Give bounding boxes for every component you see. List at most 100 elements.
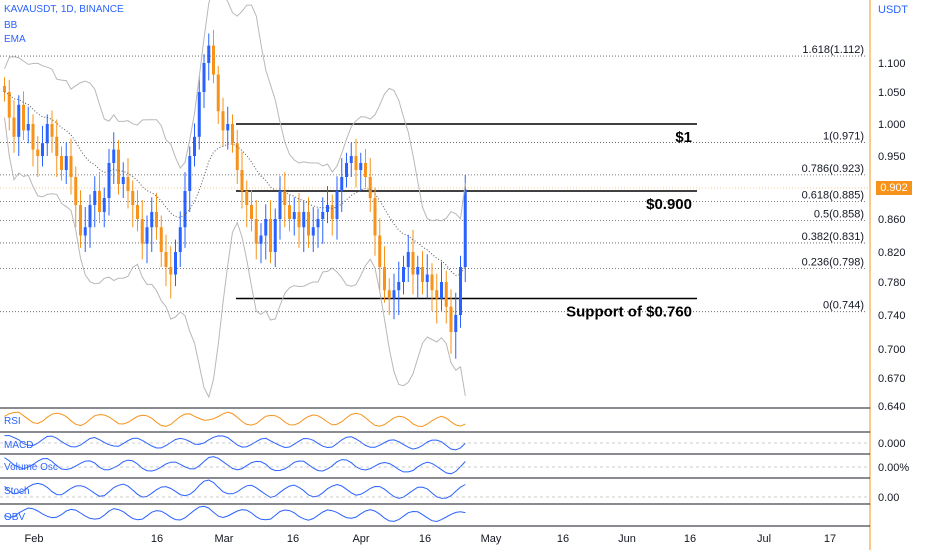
candle-body <box>278 191 282 219</box>
pane-label: Stoch <box>4 486 30 497</box>
candle-body <box>136 205 139 219</box>
candle-body <box>302 212 306 228</box>
candle-body <box>88 205 92 228</box>
candle-body <box>402 267 405 282</box>
y-tick-label: 0.950 <box>878 151 906 163</box>
candle-body <box>121 177 125 184</box>
candle-body <box>354 156 358 170</box>
candle-body <box>392 290 396 299</box>
y-tick-label: 0.640 <box>878 401 906 413</box>
candle-body <box>131 191 135 205</box>
candle-body <box>430 274 434 291</box>
candle-body <box>60 156 63 170</box>
y-tick-label: 1.000 <box>878 119 906 131</box>
candle-body <box>140 219 144 244</box>
x-tick-label: May <box>481 533 502 545</box>
candle-body <box>254 219 258 244</box>
bb-legend: BB <box>4 20 18 31</box>
fib-level-label: 0.5(0.858) <box>814 209 864 221</box>
fib-level-label: 1.618(1.112) <box>802 44 864 56</box>
candle-body <box>102 198 106 212</box>
candle-body <box>340 177 344 191</box>
bollinger-upper <box>4 0 466 222</box>
x-tick-label: Apr <box>352 533 369 545</box>
y-tick-label: 0.780 <box>878 277 906 289</box>
candle-body <box>406 252 410 267</box>
candle-body <box>321 212 325 219</box>
candle-body <box>292 212 296 219</box>
candle-body <box>117 149 120 184</box>
candle-body <box>297 212 301 228</box>
candle-body <box>440 282 443 299</box>
candle-body <box>435 290 439 299</box>
candle-body <box>7 92 11 118</box>
candle-body <box>345 163 348 177</box>
x-tick-label: Jul <box>757 533 771 545</box>
candle-body <box>31 124 35 150</box>
candle-body <box>22 104 25 131</box>
candle-body <box>216 74 220 112</box>
candle-body <box>235 143 239 170</box>
annotation-label: $0.900 <box>646 196 692 213</box>
indicator-line <box>4 411 466 428</box>
candle-body <box>107 163 111 198</box>
candle-body <box>288 205 291 219</box>
candle-body <box>359 163 363 170</box>
candle-body <box>169 267 173 275</box>
fib-level-label: 0(0.744) <box>823 300 864 312</box>
candle-body <box>26 124 30 131</box>
volume-osc-tick: 0.00% <box>878 462 909 474</box>
candle-body <box>378 235 382 267</box>
candle-body <box>159 227 163 252</box>
candle-body <box>202 63 206 92</box>
candle-body <box>454 315 458 332</box>
candle-body <box>245 191 249 205</box>
candle-body <box>240 170 244 191</box>
candle-body <box>307 212 310 236</box>
candle-body <box>349 156 353 163</box>
candle-body <box>150 212 154 228</box>
annotation-label: Support of $0.760 <box>566 304 692 321</box>
candle-body <box>98 191 101 212</box>
candle-body <box>231 124 234 144</box>
ema-line <box>4 91 466 276</box>
stoch-tick: 0.00 <box>878 492 899 504</box>
y-tick-label: 0.740 <box>878 310 906 322</box>
currency-label: USDT <box>878 4 908 16</box>
candle-body <box>368 177 372 198</box>
candle-body <box>12 117 16 137</box>
pane-label: Volume Osc <box>4 462 58 473</box>
candle-body <box>387 290 391 299</box>
x-tick-label: 16 <box>557 533 569 545</box>
candle-body <box>416 267 420 275</box>
candle-body <box>273 219 277 252</box>
candle-body <box>330 205 334 219</box>
fib-level-label: 0.382(0.831) <box>802 231 864 243</box>
candle-body <box>207 45 211 63</box>
candle-body <box>383 267 386 291</box>
pane-label: OBV <box>4 512 25 523</box>
x-tick-label: Mar <box>215 533 234 545</box>
y-tick-label: 0.820 <box>878 247 906 259</box>
y-tick-label: 0.670 <box>878 373 906 385</box>
pane-label: MACD <box>4 440 33 451</box>
annotation-label: $1 <box>675 129 692 146</box>
x-tick-label: Feb <box>25 533 44 545</box>
candle-body <box>397 282 401 291</box>
candle-body <box>449 306 453 332</box>
bollinger-lower <box>4 117 466 399</box>
candle-body <box>364 163 367 177</box>
candle-body <box>425 274 429 282</box>
indicator-line <box>4 456 466 475</box>
candle-body <box>373 198 377 236</box>
candle-body <box>112 149 116 163</box>
candle-body <box>212 45 215 75</box>
candle-body <box>221 111 225 131</box>
candle-body <box>83 227 87 236</box>
candle-body <box>250 205 253 219</box>
candle-body <box>64 156 68 170</box>
candle-body <box>50 124 54 137</box>
pane-label: RSI <box>4 416 21 427</box>
y-tick-label: 0.860 <box>878 214 906 226</box>
candle-body <box>145 227 149 244</box>
